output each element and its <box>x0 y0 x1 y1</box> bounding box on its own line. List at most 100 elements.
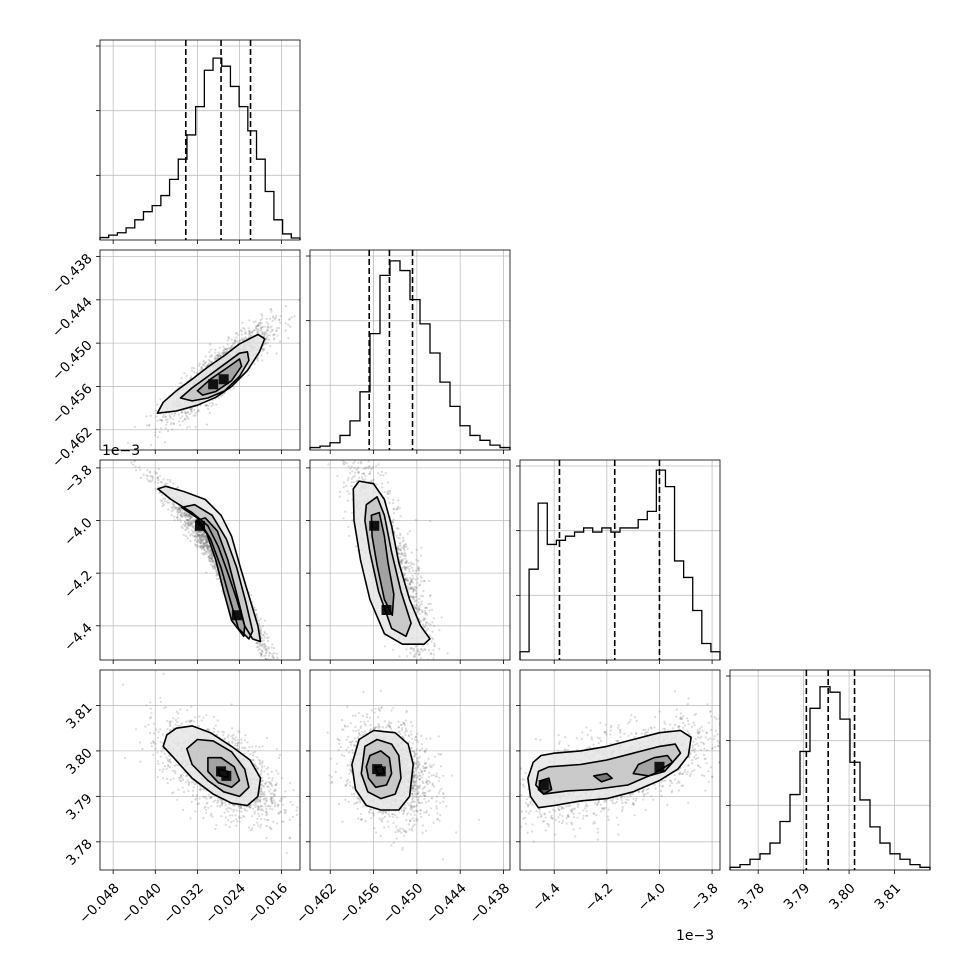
sample-point <box>145 424 148 427</box>
sample-point <box>275 652 278 655</box>
sample-point <box>205 541 209 545</box>
sample-point <box>357 466 360 469</box>
sample-point <box>264 341 267 344</box>
sample-point <box>218 353 221 356</box>
sample-point <box>261 643 264 646</box>
sample-point <box>287 708 289 710</box>
sample-point <box>276 656 279 659</box>
sample-point <box>180 525 183 528</box>
sample-point <box>396 547 399 550</box>
sample-point <box>179 510 182 514</box>
sample-point <box>276 665 278 667</box>
sample-point <box>198 369 202 372</box>
sample-point <box>397 548 400 551</box>
sample-point <box>198 537 202 540</box>
histogram-frame <box>519 459 721 661</box>
sample-point <box>181 509 185 512</box>
sample-point <box>210 405 213 408</box>
sample-point <box>203 552 206 555</box>
sample-point <box>197 538 200 542</box>
sample-point <box>409 581 412 584</box>
sample-point <box>259 651 262 654</box>
sample-point <box>417 650 420 653</box>
sample-point <box>158 430 161 434</box>
sample-point <box>180 509 183 512</box>
sample-point <box>208 360 211 363</box>
sample-point <box>127 441 130 444</box>
sample-point <box>204 404 207 407</box>
sample-point <box>250 594 253 597</box>
sample-point <box>264 342 267 345</box>
density-peak <box>231 610 242 621</box>
sample-point <box>349 472 352 475</box>
sample-point <box>426 643 429 646</box>
sample-point <box>208 552 211 555</box>
sample-point <box>183 524 187 527</box>
sample-point <box>408 530 411 533</box>
sample-point <box>421 649 424 652</box>
sample-point <box>253 329 256 332</box>
sample-point <box>188 425 191 428</box>
sample-point <box>404 572 407 575</box>
sample-point <box>169 415 172 418</box>
sample-point <box>211 402 214 405</box>
sample-point <box>196 534 199 537</box>
sample-point <box>276 675 278 677</box>
sample-point <box>255 645 259 649</box>
sample-point <box>174 412 177 415</box>
sample-point <box>211 565 214 568</box>
sample-point <box>210 360 213 363</box>
sample-point <box>463 709 465 711</box>
sample-point <box>173 506 176 509</box>
sample-point <box>164 415 167 418</box>
sample-point <box>213 566 216 569</box>
sample-point <box>193 535 196 538</box>
sample-point <box>248 319 251 322</box>
sample-point <box>401 546 404 549</box>
sample-point <box>188 520 191 523</box>
sample-point <box>237 333 240 336</box>
sample-point <box>215 570 218 573</box>
sample-point <box>235 332 238 335</box>
sample-point <box>284 322 287 325</box>
sample-point <box>211 558 214 561</box>
sample-point <box>188 524 191 527</box>
sample-point <box>342 444 344 446</box>
sample-point <box>272 665 274 667</box>
sample-point <box>203 545 206 548</box>
sample-point <box>176 519 180 522</box>
sample-point <box>409 564 412 568</box>
sample-point <box>425 666 427 668</box>
sample-point <box>400 552 403 555</box>
sample-point <box>418 608 421 611</box>
sample-point <box>203 362 206 365</box>
sample-point <box>359 460 362 463</box>
sample-point <box>413 649 416 653</box>
sample-point <box>200 545 203 548</box>
sample-point <box>262 335 265 338</box>
sample-point <box>423 617 426 621</box>
sample-point <box>229 388 232 391</box>
sample-point <box>203 548 206 551</box>
sample-point <box>180 511 183 515</box>
sample-point <box>224 347 227 350</box>
sample-point <box>183 512 187 515</box>
sample-point <box>211 557 214 560</box>
sample-point <box>272 679 274 681</box>
sample-point <box>145 474 148 477</box>
sample-point <box>200 538 203 542</box>
sample-point <box>185 513 188 516</box>
sample-point <box>240 333 243 336</box>
sample-point <box>195 535 198 538</box>
sample-point <box>293 706 295 708</box>
sample-point <box>244 332 247 335</box>
sample-point <box>381 486 384 489</box>
sample-point <box>205 550 208 553</box>
sample-point <box>187 522 190 525</box>
sample-point <box>355 545 358 548</box>
sample-point <box>205 541 208 545</box>
sample-point <box>368 472 372 475</box>
sample-point <box>420 647 423 651</box>
sample-point <box>208 550 211 553</box>
sample-point <box>263 636 266 639</box>
